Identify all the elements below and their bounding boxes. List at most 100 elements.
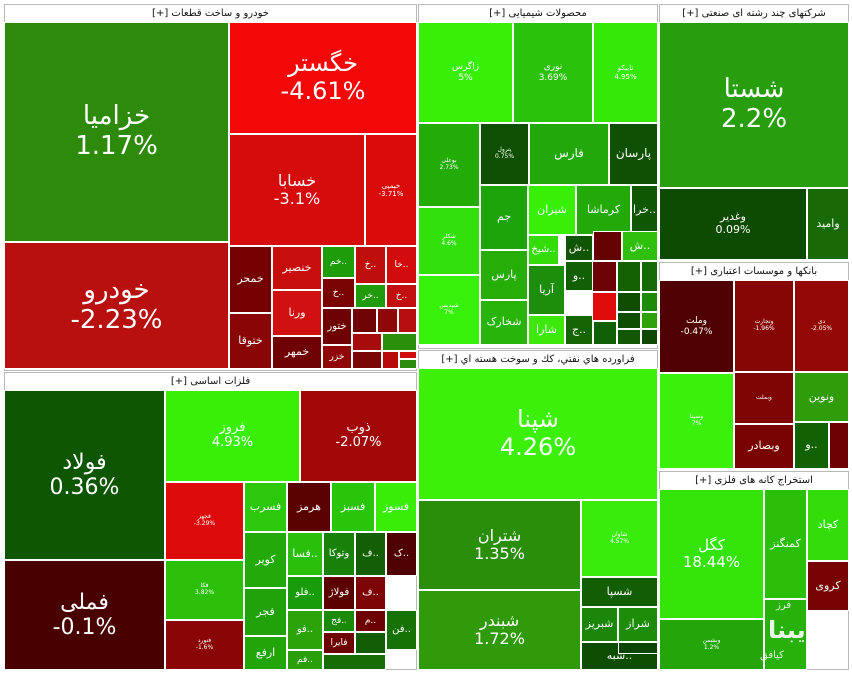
tile-metals-3[interactable]: ذوب -2.07% <box>300 390 417 482</box>
tile-mining-4[interactable]: وبشمن 1.2% <box>659 619 764 670</box>
tile-metals-26[interactable]: فایرا <box>323 632 355 654</box>
tile-metals-12[interactable]: وتوکا <box>323 532 355 576</box>
tile-chem-20[interactable]: و.. <box>565 261 593 291</box>
tile-chem-6[interactable]: پارسان <box>609 123 658 185</box>
tile-auto-3[interactable]: خسابا -3.1% <box>229 134 365 246</box>
tile-metals-15[interactable]: فجر <box>244 588 287 636</box>
tile-chem-12[interactable]: شپدیس 7% <box>418 275 480 345</box>
sector-title-metals[interactable]: فلزات اساسی [+] <box>170 376 251 387</box>
tile-chem-15[interactable]: ش.. <box>565 235 593 261</box>
tile-metals-5[interactable]: فسرب <box>244 482 287 532</box>
tile-metals-11[interactable]: فسا.. <box>287 532 323 576</box>
tile-auto-11[interactable]: خ.. <box>355 246 386 284</box>
tile-mining-2[interactable]: کمنگنز <box>764 489 807 599</box>
tile-metals-22[interactable]: فج.. <box>323 610 355 632</box>
tile-mining-0[interactable]: کگل 18.44% <box>659 489 764 619</box>
tile-chem-26[interactable] <box>592 292 617 321</box>
tile-chem-13[interactable]: پارس <box>480 250 528 300</box>
tile-chem-8[interactable]: جم <box>480 185 528 250</box>
tile-metals-28[interactable] <box>323 654 386 670</box>
tile-chem-0[interactable]: زاگرس 5% <box>418 22 513 123</box>
tile-mining-3[interactable]: کروی <box>807 561 849 611</box>
tile-chem-10[interactable]: کرماشا <box>576 185 631 235</box>
tile-auto-8[interactable]: ختوقا <box>229 313 272 369</box>
tile-metals-16[interactable]: فلو.. <box>287 576 323 610</box>
tile-mining-1[interactable]: کچاد <box>807 489 849 561</box>
tile-auto-13[interactable]: خ.. <box>322 278 355 308</box>
tile-auto-12[interactable]: خا.. <box>386 246 417 284</box>
tile-metals-6[interactable]: هرمز <box>287 482 331 532</box>
sector-title-auto[interactable]: خودرو و ساخت قطعات [+] <box>152 8 269 19</box>
tile-bank-3[interactable]: وسینا 7% <box>659 373 734 469</box>
tile-metals-19[interactable]: فنورد -1.6% <box>165 620 244 670</box>
tile-auto-5[interactable]: خمحر <box>229 246 272 313</box>
tile-auto-6[interactable]: خنصیر <box>272 246 322 290</box>
tile-oil-2[interactable]: شاوان 4.57% <box>581 500 658 577</box>
tile-auto-2[interactable]: خگستر -4.61% <box>229 22 417 134</box>
tile-chem-24[interactable] <box>617 261 641 292</box>
tile-oil-5[interactable]: شبریز <box>581 607 618 642</box>
tile-chem-23[interactable] <box>592 261 617 292</box>
tile-auto-4[interactable]: خپمپی -3.71% <box>365 134 417 246</box>
tile-auto-18[interactable] <box>352 308 377 333</box>
tile-metals-25[interactable]: فم.. <box>287 650 323 670</box>
sector-title-bank[interactable]: بانکها و موسسات اعتباری [+] <box>690 266 818 277</box>
tile-auto-10[interactable]: خم.. <box>322 246 355 278</box>
tile-auto-16[interactable]: ختور <box>322 308 352 345</box>
tile-metals-1[interactable]: فملی -0.1% <box>4 560 165 670</box>
tile-metals-10[interactable]: کویر <box>244 532 287 588</box>
tile-chem-22[interactable]: ج.. <box>565 315 593 345</box>
tile-chem-25[interactable] <box>641 261 658 292</box>
tile-chem-29[interactable] <box>593 321 617 345</box>
tile-auto-22[interactable] <box>382 333 417 351</box>
tile-auto-24[interactable] <box>382 351 399 369</box>
tile-multi-0[interactable]: شستا 2.2% <box>659 22 849 188</box>
tile-chem-4[interactable]: پترول 0.75% <box>480 123 529 185</box>
tile-chem-14[interactable]: شیخ.. <box>528 235 559 265</box>
tile-auto-7[interactable]: ورنا <box>272 290 322 336</box>
tile-bank-7[interactable]: و.. <box>794 422 829 469</box>
tile-auto-20[interactable] <box>398 308 417 333</box>
tile-chem-2[interactable]: نابیکو 4.95% <box>593 22 658 123</box>
tile-chem-28[interactable] <box>641 292 658 312</box>
tile-oil-1[interactable]: شتران 1.35% <box>418 500 581 590</box>
tile-metals-23[interactable]: م.. <box>355 610 386 632</box>
tile-oil-3[interactable]: شبندر 1.72% <box>418 590 581 670</box>
tile-bank-0[interactable]: وملت -0.47% <box>659 280 734 373</box>
tile-metals-2[interactable]: فروز 4.93% <box>165 390 300 482</box>
tile-metals-17[interactable]: فولاژ <box>323 576 355 610</box>
sector-title-multi[interactable]: شرکتهای چند رشته ای صنعتی [+] <box>682 8 826 19</box>
tile-metals-13[interactable]: ف.. <box>355 532 386 576</box>
sector-title-oil[interactable]: فراورده هاي نفتي، كك و سوخت هسته اي [+] <box>441 354 635 365</box>
tile-chem-1[interactable]: نوری 3.69% <box>513 22 593 123</box>
tile-chem-18[interactable]: شخارک <box>480 300 528 345</box>
tile-bank-8[interactable] <box>829 422 849 469</box>
tile-metals-14[interactable]: ک.. <box>386 532 417 576</box>
tile-auto-9[interactable]: خمهر <box>272 336 322 369</box>
tile-metals-0[interactable]: فولاد 0.36% <box>4 390 165 560</box>
tile-metals-24[interactable]: فن.. <box>386 610 417 650</box>
tile-metals-7[interactable]: فسبز <box>331 482 375 532</box>
tile-oil-6[interactable]: شراز <box>618 607 658 642</box>
tile-metals-27[interactable] <box>355 632 386 654</box>
tile-chem-21[interactable]: شارا <box>528 315 565 345</box>
tile-chem-19[interactable]: آریا <box>528 265 565 315</box>
tile-chem-17[interactable]: ش.. <box>622 231 658 261</box>
tile-auto-21[interactable] <box>352 333 382 351</box>
sector-title-mining[interactable]: استخراج کانه های فلزی [+] <box>695 475 813 486</box>
tile-chem-5[interactable]: فارس <box>529 123 609 185</box>
tile-oil-8[interactable] <box>618 642 658 654</box>
tile-auto-23[interactable] <box>352 351 382 369</box>
tile-bank-1[interactable]: وتجارت -1.96% <box>734 280 794 372</box>
sector-title-chem[interactable]: محصولات شیمیایی [+] <box>489 8 587 19</box>
tile-chem-7[interactable]: شکلر 4.6% <box>418 207 480 275</box>
tile-metals-21[interactable]: فو.. <box>287 610 323 650</box>
tile-chem-32[interactable] <box>617 329 641 345</box>
tile-chem-11[interactable]: خرا.. <box>631 185 658 235</box>
tile-multi-2[interactable]: وامید <box>807 188 849 260</box>
tile-chem-33[interactable] <box>641 329 658 345</box>
tile-chem-16[interactable] <box>593 231 622 261</box>
tile-metals-18[interactable]: ف.. <box>355 576 386 610</box>
tile-oil-4[interactable]: شسپا <box>581 577 658 607</box>
tile-metals-4[interactable]: فجهز -3.29% <box>165 482 244 560</box>
